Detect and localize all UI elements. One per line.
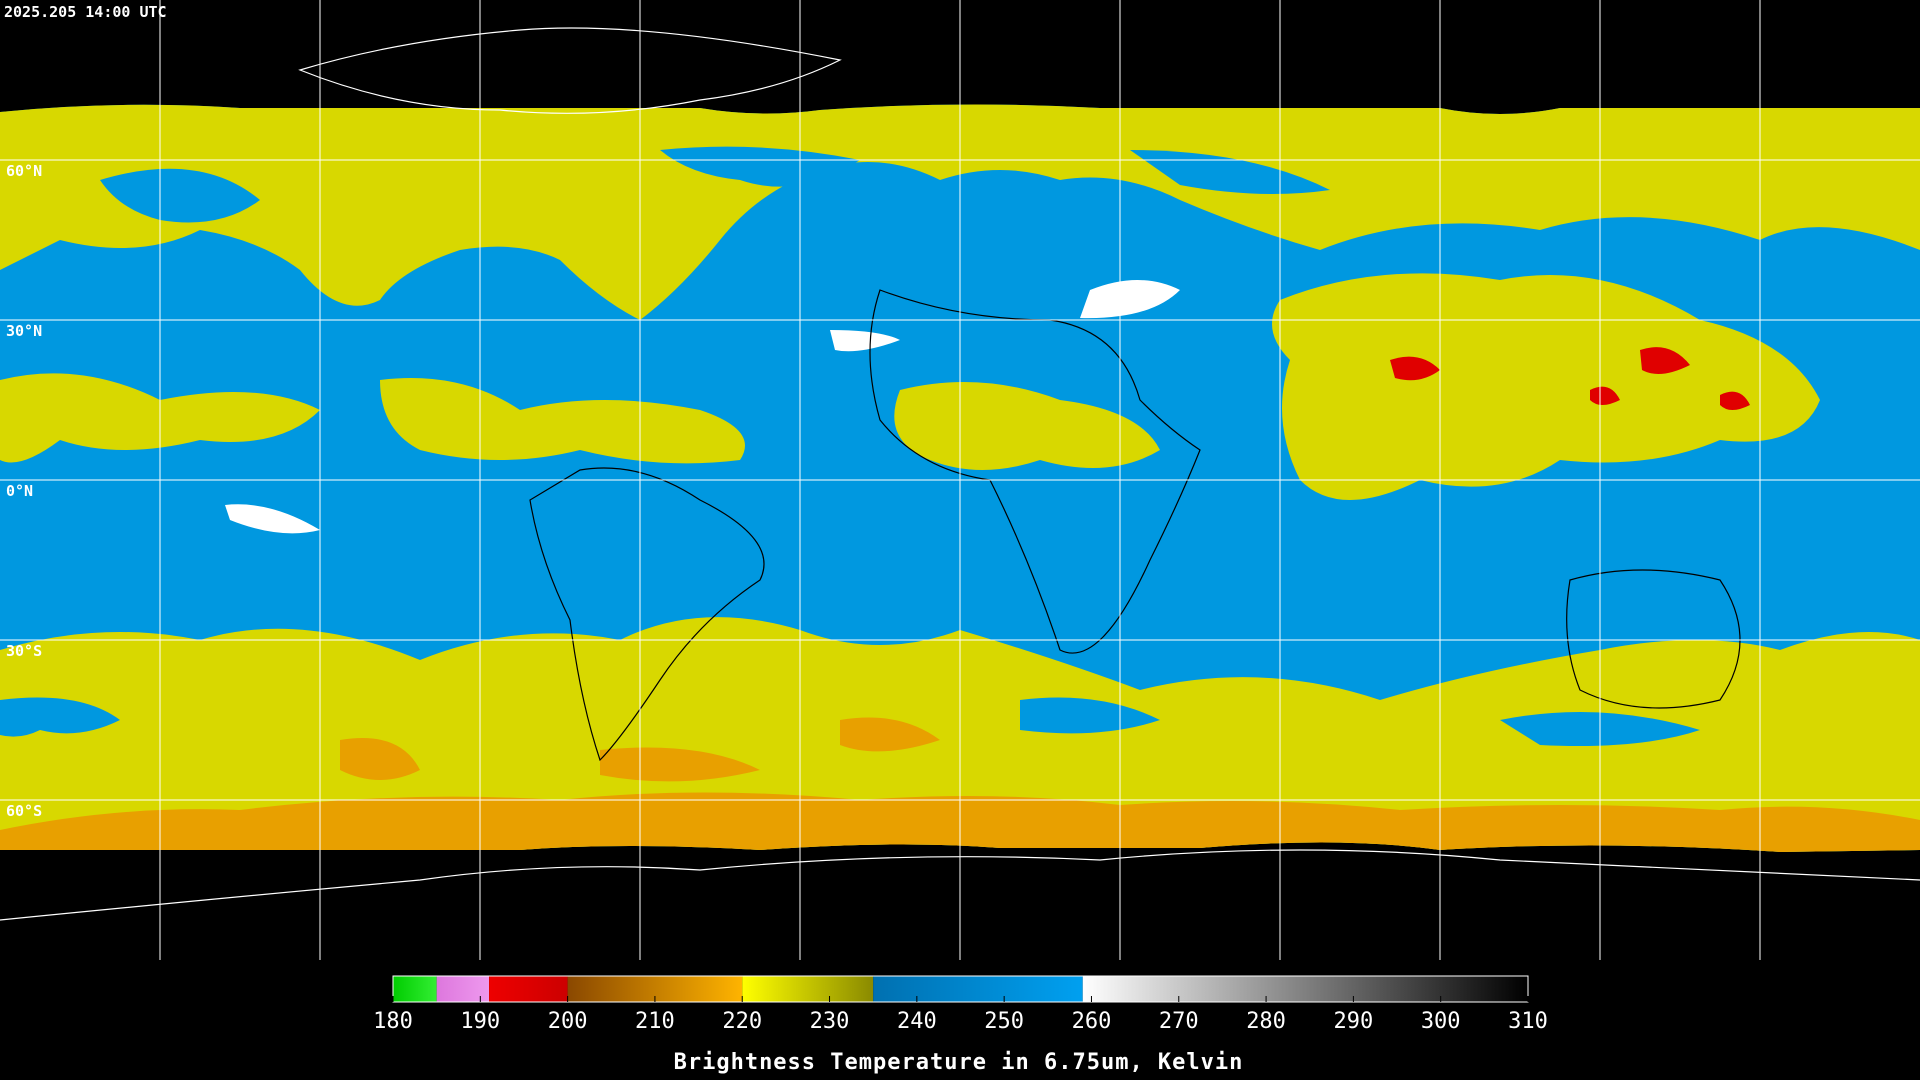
- latitude-label: 30°N: [6, 322, 42, 340]
- latitude-label: 60°N: [6, 162, 42, 180]
- deep-convection: [1390, 347, 1750, 410]
- colorbar-segment: [436, 976, 490, 1002]
- colorbar-tick-label: 210: [635, 1009, 675, 1034]
- latitude-label: 0°N: [6, 482, 33, 500]
- colorbar-segment: [873, 976, 1083, 1002]
- america-convection: [380, 378, 745, 464]
- colorbar-tick-label: 300: [1421, 1009, 1461, 1034]
- latitude-label: 60°S: [6, 802, 42, 820]
- colorbar-segment: [489, 976, 568, 1002]
- colorbar-tick-label: 260: [1072, 1009, 1112, 1034]
- clear-patch: [100, 168, 260, 223]
- colorbar-frame: [392, 975, 1529, 1003]
- asia-convection: [1272, 273, 1820, 500]
- australia-outline: [1566, 569, 1741, 709]
- colorbar-tick-label: 270: [1159, 1009, 1199, 1034]
- latitude-label: 30°S: [6, 642, 42, 660]
- south-america-outline: [529, 467, 765, 762]
- colorbar-tick-label: 240: [897, 1009, 937, 1034]
- graticule: 60°N 30°N 0°N 30°S 60°S: [0, 0, 1920, 960]
- colorbar-tick-label: 280: [1246, 1009, 1286, 1034]
- colorbar-tick-label: 220: [722, 1009, 762, 1034]
- colorbar-tick-label: 310: [1508, 1009, 1548, 1034]
- antarctica-outline: [0, 849, 1920, 921]
- africa-convection: [894, 382, 1160, 470]
- colorbar-segment: [1082, 976, 1528, 1002]
- colorbar: 180 190 200 210 220 230 240 250 260 270 280 290 300 3…: [373, 975, 1548, 1075]
- coastlines: [0, 27, 1920, 921]
- clear-patch: [660, 146, 860, 187]
- colorbar-tick-label: 230: [810, 1009, 850, 1034]
- colorbar-tick-label: 190: [460, 1009, 500, 1034]
- colorbar-segment: [393, 976, 437, 1002]
- colorbar-title: Brightness Temperature in 6.75um, Kelvin: [674, 1050, 1244, 1075]
- colorbar-tick-label: 250: [984, 1009, 1024, 1034]
- colorbar-segment: [742, 976, 874, 1002]
- colorbar-tick-label: 290: [1334, 1009, 1374, 1034]
- greenland-outline: [298, 27, 842, 114]
- colorbar-tick-label: 180: [373, 1009, 413, 1034]
- africa-outline: [869, 289, 1201, 654]
- timestamp: 2025.205 14:00 UTC: [4, 3, 167, 21]
- colorbar-tick-label: 200: [548, 1009, 588, 1034]
